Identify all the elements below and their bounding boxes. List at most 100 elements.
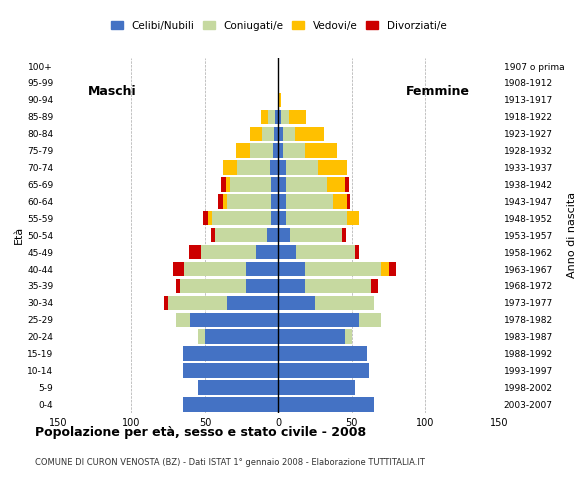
Bar	[261, 109, 268, 124]
Bar	[278, 228, 290, 242]
Bar	[381, 262, 389, 276]
Bar	[273, 144, 278, 158]
Bar	[278, 93, 281, 107]
Bar	[318, 160, 347, 175]
Bar	[278, 262, 305, 276]
Bar	[278, 144, 283, 158]
Bar	[296, 245, 355, 259]
Bar	[295, 127, 324, 141]
Bar	[180, 279, 246, 293]
Bar	[290, 228, 342, 242]
Bar	[256, 245, 278, 259]
Bar	[278, 245, 296, 259]
Bar	[305, 262, 381, 276]
Bar	[327, 177, 345, 192]
Bar	[278, 177, 286, 192]
Bar	[204, 211, 208, 226]
Bar	[355, 245, 359, 259]
Bar	[223, 194, 227, 209]
Bar	[278, 363, 369, 378]
Bar	[246, 262, 278, 276]
Bar	[271, 211, 278, 226]
Bar	[283, 144, 305, 158]
Bar	[215, 228, 267, 242]
Bar	[305, 279, 371, 293]
Bar	[345, 177, 349, 192]
Text: Popolazione per età, sesso e stato civile - 2008: Popolazione per età, sesso e stato civil…	[35, 426, 366, 439]
Bar	[218, 194, 223, 209]
Bar	[198, 329, 205, 344]
Bar	[183, 347, 278, 361]
Bar	[227, 296, 278, 310]
Bar	[184, 262, 246, 276]
Bar	[347, 194, 350, 209]
Bar	[211, 228, 215, 242]
Bar	[278, 347, 367, 361]
Bar	[305, 144, 337, 158]
Bar	[183, 397, 278, 411]
Bar	[188, 245, 201, 259]
Text: Femmine: Femmine	[405, 85, 469, 98]
Bar	[278, 329, 345, 344]
Bar	[227, 194, 271, 209]
Bar	[278, 127, 283, 141]
Legend: Celibi/Nubili, Coniugati/e, Vedovi/e, Divorziati/e: Celibi/Nubili, Coniugati/e, Vedovi/e, Di…	[106, 17, 451, 35]
Bar	[251, 127, 262, 141]
Bar	[278, 109, 281, 124]
Bar	[289, 109, 306, 124]
Bar	[262, 127, 274, 141]
Bar	[278, 194, 286, 209]
Bar	[371, 279, 378, 293]
Bar	[246, 279, 278, 293]
Bar	[237, 160, 270, 175]
Bar	[226, 177, 230, 192]
Bar	[283, 127, 295, 141]
Bar	[276, 109, 278, 124]
Bar	[268, 109, 276, 124]
Bar	[201, 245, 256, 259]
Y-axis label: Età: Età	[14, 226, 24, 244]
Bar	[286, 211, 347, 226]
Bar	[267, 228, 278, 242]
Bar	[274, 127, 278, 141]
Bar	[278, 279, 305, 293]
Bar	[315, 296, 374, 310]
Bar	[278, 312, 359, 327]
Text: COMUNE DI CURON VENOSTA (BZ) - Dati ISTAT 1° gennaio 2008 - Elaborazione TUTTITA: COMUNE DI CURON VENOSTA (BZ) - Dati ISTA…	[35, 457, 425, 467]
Bar	[278, 380, 355, 395]
Bar	[278, 211, 286, 226]
Bar	[278, 397, 374, 411]
Bar	[278, 160, 286, 175]
Bar	[281, 109, 289, 124]
Bar	[221, 177, 226, 192]
Bar	[164, 296, 168, 310]
Bar	[286, 177, 327, 192]
Bar	[190, 312, 278, 327]
Bar	[389, 262, 396, 276]
Bar	[359, 312, 381, 327]
Text: Maschi: Maschi	[88, 85, 136, 98]
Bar	[342, 228, 346, 242]
Bar	[223, 160, 237, 175]
Bar	[236, 144, 251, 158]
Bar	[271, 194, 278, 209]
Bar	[168, 296, 227, 310]
Bar	[251, 144, 273, 158]
Bar	[270, 160, 278, 175]
Bar	[286, 194, 333, 209]
Bar	[271, 177, 278, 192]
Bar	[286, 160, 318, 175]
Bar	[212, 211, 271, 226]
Bar	[345, 329, 352, 344]
Bar	[198, 380, 278, 395]
Bar	[173, 262, 184, 276]
Bar	[205, 329, 278, 344]
Bar	[176, 279, 180, 293]
Bar	[333, 194, 347, 209]
Y-axis label: Anno di nascita: Anno di nascita	[567, 192, 577, 278]
Bar	[176, 312, 190, 327]
Bar	[183, 363, 278, 378]
Bar	[208, 211, 212, 226]
Bar	[347, 211, 359, 226]
Bar	[278, 296, 315, 310]
